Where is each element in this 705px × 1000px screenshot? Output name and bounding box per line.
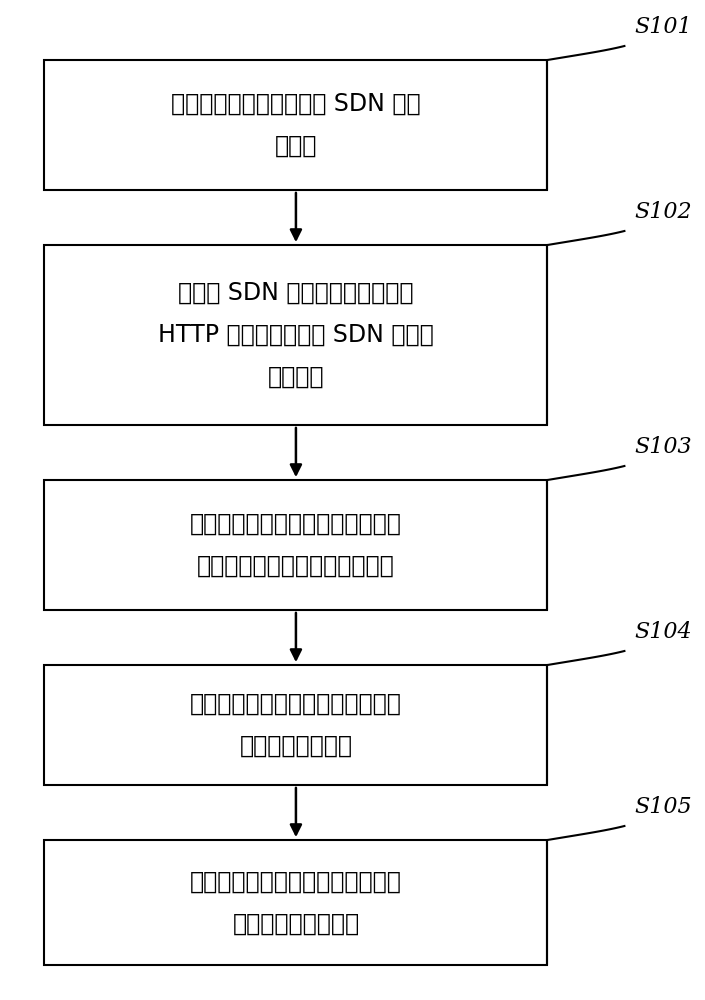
Text: 信息进行处理得到用户配置信息: 信息进行处理得到用户配置信息 (197, 554, 395, 578)
Bar (44, 60, 548, 190)
Text: S105: S105 (634, 796, 692, 818)
Bar (44, 480, 548, 610)
Text: 从所述云管理服务器接收 SDN 的配: 从所述云管理服务器接收 SDN 的配 (171, 92, 421, 116)
Bar (44, 245, 548, 425)
Text: S104: S104 (634, 621, 692, 643)
Bar (44, 840, 548, 965)
Text: S101: S101 (634, 16, 692, 38)
Bar (44, 665, 548, 785)
Text: HTTP 会话，获取所述 SDN 的当前: HTTP 会话，获取所述 SDN 的当前 (158, 323, 434, 347)
Text: 根据所述配置指令对所述当前配置: 根据所述配置指令对所述当前配置 (190, 512, 402, 536)
Text: S103: S103 (634, 436, 692, 458)
Text: 创建与 SDN 的控制器进行通讯的: 创建与 SDN 的控制器进行通讯的 (178, 281, 414, 305)
Text: 所述云管理服务器: 所述云管理服务器 (240, 734, 352, 758)
Text: 将所述配置指令的处理结果反馈至: 将所述配置指令的处理结果反馈至 (190, 692, 402, 716)
Text: 配置信息: 配置信息 (268, 365, 324, 389)
Text: S102: S102 (634, 201, 692, 223)
Text: 置指令: 置指令 (275, 134, 317, 158)
Text: 息传输至所述控制器: 息传输至所述控制器 (233, 912, 360, 936)
Text: 当配置成功时，将所述用户配置信: 当配置成功时，将所述用户配置信 (190, 869, 402, 894)
